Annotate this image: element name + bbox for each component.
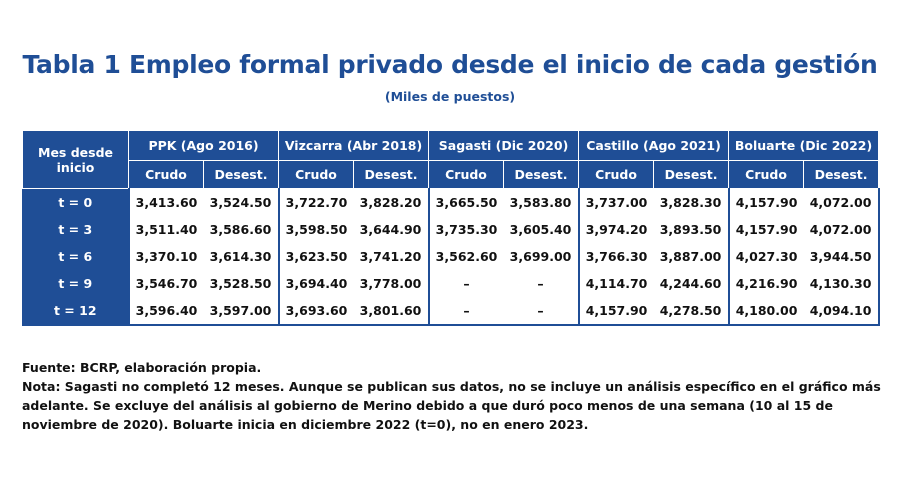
sub-header-crudo: Crudo bbox=[428, 160, 505, 189]
table-cell: 3,623.50 bbox=[277, 242, 354, 270]
sub-header-desest: Desest. bbox=[653, 160, 730, 189]
table-cell: 3,370.10 bbox=[127, 242, 204, 270]
table-cell: 3,801.60 bbox=[353, 296, 430, 326]
table-cell: 3,722.70 bbox=[277, 188, 354, 216]
table-cell: 3,693.60 bbox=[277, 296, 354, 326]
table-cell: 4,094.10 bbox=[803, 296, 880, 326]
row-label: t = 3 bbox=[22, 216, 129, 243]
table-title: Tabla 1 Empleo formal privado desde el i… bbox=[22, 50, 878, 79]
table-cell: 4,180.00 bbox=[727, 296, 804, 326]
sub-header-crudo: Crudo bbox=[578, 160, 655, 189]
table-cell: 4,244.60 bbox=[653, 269, 730, 297]
table-cell: 3,887.00 bbox=[653, 242, 730, 270]
sub-header-desest: Desest. bbox=[803, 160, 880, 189]
group-header-ppk: PPK (Ago 2016) bbox=[127, 130, 280, 161]
source-note: Fuente: BCRP, elaboración propia. bbox=[22, 360, 262, 375]
table-cell: 3,614.30 bbox=[203, 242, 280, 270]
table-cell: 3,583.80 bbox=[503, 188, 580, 216]
table-cell: 3,944.50 bbox=[803, 242, 880, 270]
group-header-sagasti: Sagasti (Dic 2020) bbox=[428, 130, 580, 161]
sub-header-crudo: Crudo bbox=[128, 160, 204, 189]
row-label: t = 9 bbox=[22, 270, 129, 297]
table-cell: 3,528.50 bbox=[203, 269, 280, 297]
row-label: t = 6 bbox=[22, 243, 129, 270]
table-cell: 3,586.60 bbox=[203, 215, 280, 243]
table-cell: – bbox=[427, 296, 504, 326]
table-row: t = 6 3,370.10 3,614.30 3,623.50 3,741.2… bbox=[22, 242, 880, 270]
group-header-vizcarra: Vizcarra (Abr 2018) bbox=[278, 130, 430, 161]
table-row: t = 12 3,596.40 3,597.00 3,693.60 3,801.… bbox=[22, 296, 880, 326]
table-cell: 3,741.20 bbox=[353, 242, 430, 270]
table-cell: 3,828.30 bbox=[653, 188, 730, 216]
table-cell: 4,216.90 bbox=[727, 269, 804, 297]
group-header-castillo: Castillo (Ago 2021) bbox=[578, 130, 730, 161]
table-subtitle: (Miles de puestos) bbox=[384, 89, 516, 104]
table-cell: 3,413.60 bbox=[127, 188, 204, 216]
table-cell: 3,596.40 bbox=[127, 296, 204, 326]
table-cell: 3,644.90 bbox=[353, 215, 430, 243]
sub-header-desest: Desest. bbox=[353, 160, 430, 189]
table-cell: 3,735.30 bbox=[427, 215, 504, 243]
table-cell: 3,778.00 bbox=[353, 269, 430, 297]
table-cell: 4,157.90 bbox=[577, 296, 654, 326]
sub-header-desest: Desest. bbox=[503, 160, 580, 189]
explanatory-note: Nota: Sagasti no completó 12 meses. Aunq… bbox=[22, 379, 881, 432]
table-cell: 3,974.20 bbox=[577, 215, 654, 243]
table-cell: 3,524.50 bbox=[203, 188, 280, 216]
sub-header-crudo: Crudo bbox=[278, 160, 355, 189]
table-cell: 3,511.40 bbox=[127, 215, 204, 243]
table-cell: 3,598.50 bbox=[277, 215, 354, 243]
table-cell: 3,737.00 bbox=[577, 188, 654, 216]
table-cell: 4,130.30 bbox=[803, 269, 880, 297]
table-cell: 3,562.60 bbox=[427, 242, 504, 270]
table-cell: 4,157.90 bbox=[727, 215, 804, 243]
table-cell: 4,072.00 bbox=[803, 215, 880, 243]
table-cell: – bbox=[503, 296, 580, 326]
employment-table: Mes desde inicio PPK (Ago 2016) Vizcarra… bbox=[22, 130, 880, 326]
sub-header-desest: Desest. bbox=[202, 160, 280, 189]
table-cell: 3,694.40 bbox=[277, 269, 354, 297]
table-cell: 3,665.50 bbox=[427, 188, 504, 216]
table-cell: 3,828.20 bbox=[353, 188, 430, 216]
table-cell: 3,597.00 bbox=[203, 296, 280, 326]
table-row: t = 0 3,413.60 3,524.50 3,722.70 3,828.2… bbox=[22, 188, 880, 216]
table-row: t = 3 3,511.40 3,586.60 3,598.50 3,644.9… bbox=[22, 215, 880, 243]
row-label: t = 12 bbox=[22, 297, 129, 326]
table-cell: 3,605.40 bbox=[503, 215, 580, 243]
footnotes: Fuente: BCRP, elaboración propia. Nota: … bbox=[22, 358, 882, 434]
table-cell: 3,766.30 bbox=[577, 242, 654, 270]
table-cell: – bbox=[503, 269, 580, 297]
table-cell: 3,893.50 bbox=[653, 215, 730, 243]
table-cell: 4,114.70 bbox=[577, 269, 654, 297]
table-cell: 4,072.00 bbox=[803, 188, 880, 216]
table-cell: 4,157.90 bbox=[727, 188, 804, 216]
table-cell: 4,278.50 bbox=[653, 296, 730, 326]
table-row: t = 9 3,546.70 3,528.50 3,694.40 3,778.0… bbox=[22, 269, 880, 297]
table-cell: 3,699.00 bbox=[503, 242, 580, 270]
table-cell: 4,027.30 bbox=[727, 242, 804, 270]
table-cell: 3,546.70 bbox=[127, 269, 204, 297]
sub-header-crudo: Crudo bbox=[728, 160, 805, 189]
row-label: t = 0 bbox=[22, 188, 129, 216]
row-header: Mes desde inicio bbox=[22, 130, 129, 189]
group-header-boluarte: Boluarte (Dic 2022) bbox=[728, 130, 880, 161]
table-cell: – bbox=[427, 269, 504, 297]
